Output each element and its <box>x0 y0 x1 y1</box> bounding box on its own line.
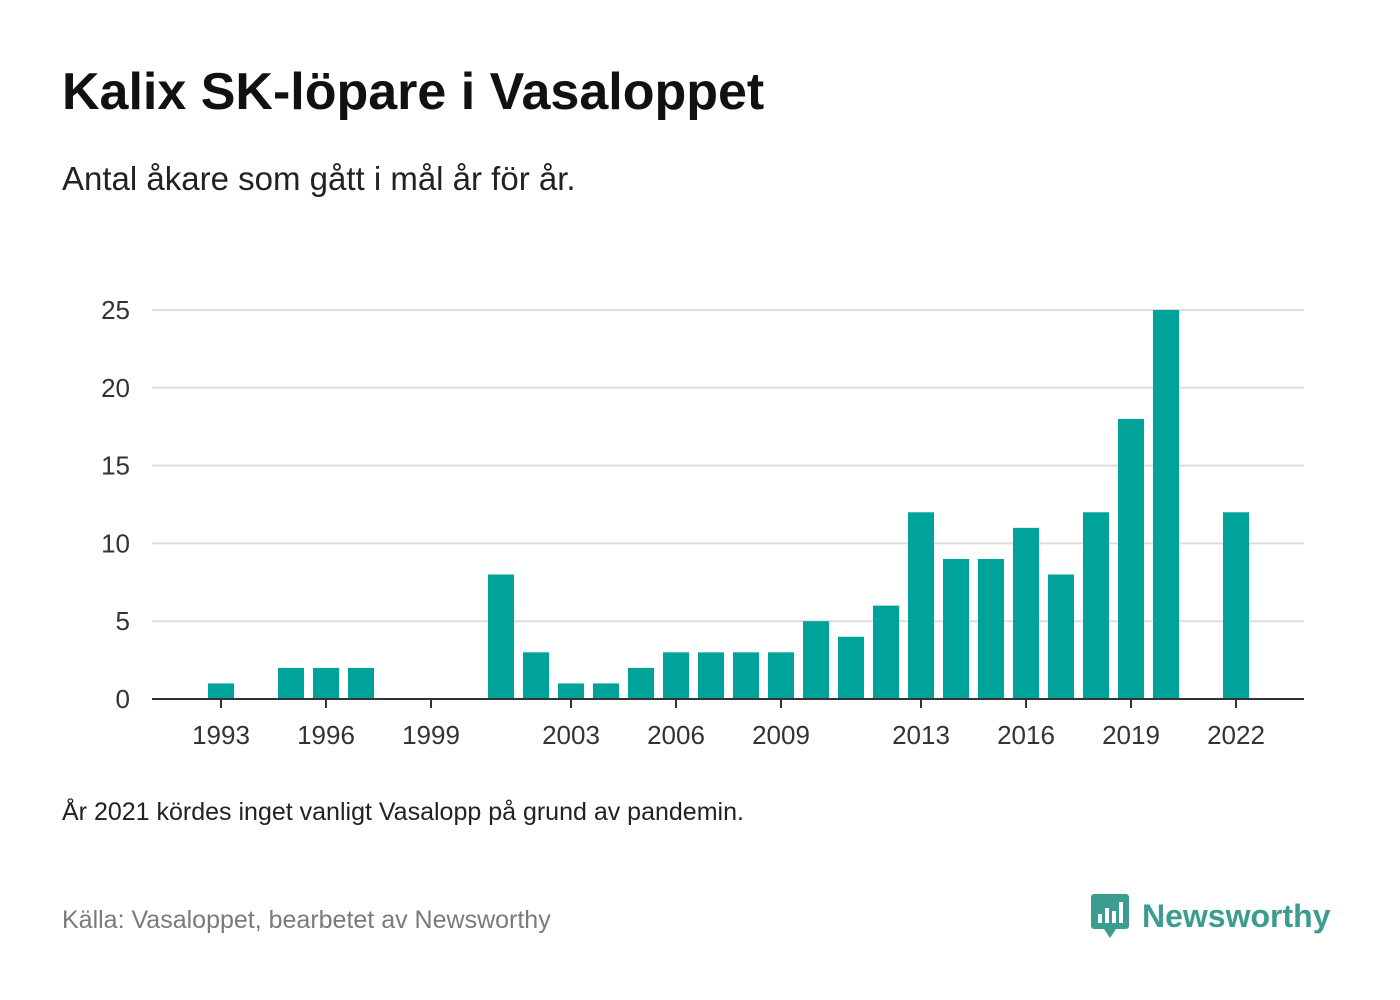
y-tick-label: 10 <box>101 528 130 558</box>
x-tick-label: 2016 <box>997 720 1055 750</box>
y-tick-label: 0 <box>116 684 130 714</box>
y-tick-label: 20 <box>101 373 130 403</box>
bar-2004 <box>593 683 619 699</box>
bar-2001 <box>488 574 514 699</box>
x-tick-label: 2013 <box>892 720 950 750</box>
y-tick-label: 5 <box>116 606 130 636</box>
bar-2003 <box>558 683 584 699</box>
y-tick-label: 15 <box>101 451 130 481</box>
bar-2005 <box>628 667 654 699</box>
bar-2017 <box>1048 574 1074 699</box>
bar-2002 <box>523 652 549 699</box>
newsworthy-logo: Newsworthy <box>1090 892 1330 940</box>
bar-2014 <box>943 558 969 699</box>
x-tick-label: 1993 <box>192 720 250 750</box>
bar-chart: 0 5 10 15 20 25 1993 1996 1999 2003 2006 2009 2013 2… <box>101 295 1304 750</box>
bar-1995 <box>278 667 304 699</box>
y-axis-ticks: 0 5 10 15 20 25 <box>101 295 130 714</box>
bar-2011 <box>838 636 864 699</box>
x-tick-label: 2022 <box>1207 720 1265 750</box>
bar-1997 <box>348 667 374 699</box>
bar-2007 <box>698 652 724 699</box>
x-tick-label: 2009 <box>752 720 810 750</box>
chart-subtitle: Antal åkare som gått i mål år för år. <box>62 160 576 197</box>
bar-2008 <box>733 652 759 699</box>
x-tick-label: 2003 <box>542 720 600 750</box>
bar-2013 <box>908 512 934 699</box>
bar-2015 <box>978 558 1004 699</box>
x-tick-label: 1999 <box>402 720 460 750</box>
gridlines <box>152 309 1304 623</box>
x-tick-label: 2006 <box>647 720 705 750</box>
logo-text: Newsworthy <box>1142 897 1331 934</box>
bar-2020 <box>1153 310 1179 699</box>
bar-chart-badge-icon <box>1091 894 1129 938</box>
source-credit: Källa: Vasaloppet, bearbetet av Newswort… <box>62 906 551 934</box>
bars <box>208 310 1249 699</box>
bar-2006 <box>663 652 689 699</box>
y-tick-label: 25 <box>101 295 130 325</box>
bar-2016 <box>1013 527 1039 699</box>
x-axis-ticks: 1993 1996 1999 2003 2006 2009 2013 2016 2019 2022 <box>192 699 1265 750</box>
bar-1993 <box>208 683 234 699</box>
chart-note: År 2021 kördes inget vanligt Vasalopp på… <box>62 798 744 826</box>
bar-2010 <box>803 621 829 699</box>
bar-2009 <box>768 652 794 699</box>
chart-title: Kalix SK-löpare i Vasaloppet <box>62 63 765 121</box>
bar-1996 <box>313 667 339 699</box>
x-tick-label: 1996 <box>297 720 355 750</box>
bar-2012 <box>873 605 899 699</box>
bar-2022 <box>1223 512 1249 699</box>
bar-2018 <box>1083 512 1109 699</box>
bar-2019 <box>1118 418 1144 699</box>
x-tick-label: 2019 <box>1102 720 1160 750</box>
